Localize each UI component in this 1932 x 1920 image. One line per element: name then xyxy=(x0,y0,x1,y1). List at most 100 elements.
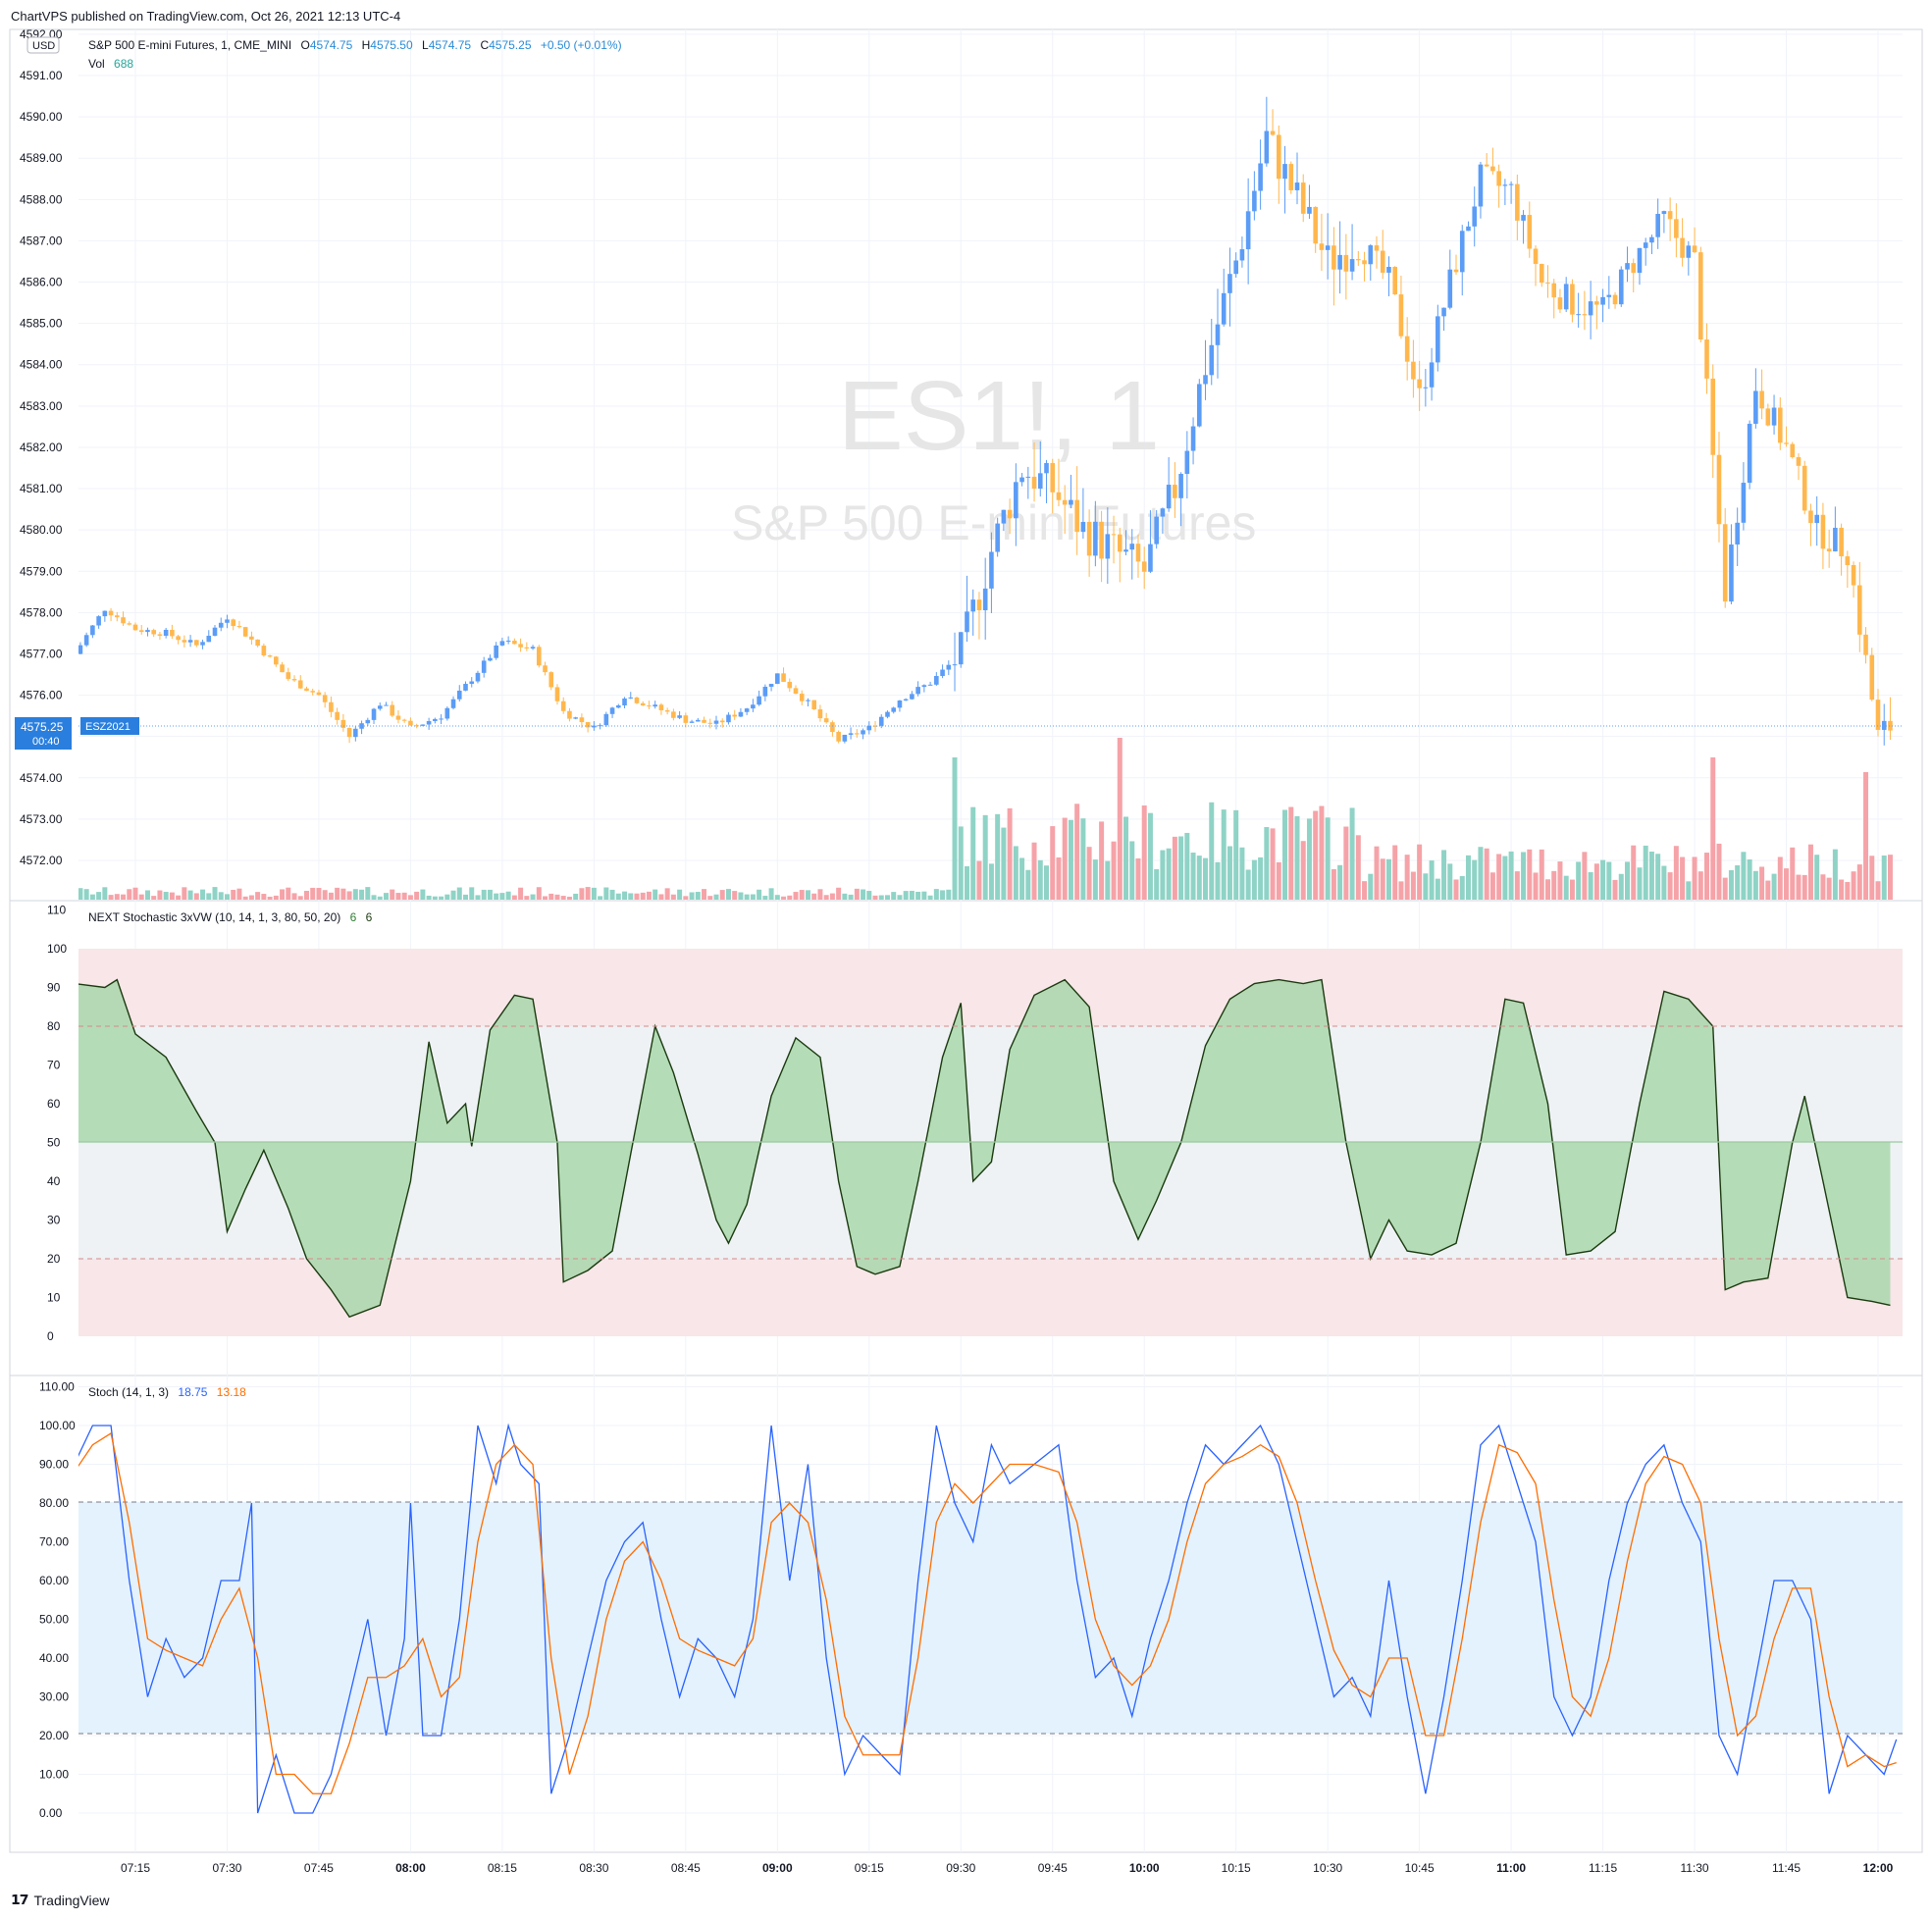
volume-bar xyxy=(530,894,536,900)
volume-bar xyxy=(1380,858,1385,900)
volume-bar xyxy=(1385,858,1391,900)
volume-bar xyxy=(573,893,579,900)
candle-body xyxy=(1148,544,1153,572)
volume-bar xyxy=(335,887,340,900)
volume-bar xyxy=(725,889,731,900)
candle-body xyxy=(236,626,242,628)
candle-body xyxy=(903,699,909,701)
candle-body xyxy=(878,716,884,726)
candle-body xyxy=(927,684,933,686)
stoch-tick-label: 60.00 xyxy=(39,1574,69,1587)
volume-bar xyxy=(1368,873,1374,900)
stoch-pane[interactable]: 0.00 10.00 20.00 30.00 40.00 50.00 60.00 70.00 8… xyxy=(39,1380,1903,1821)
volume-bar xyxy=(518,887,524,900)
volume-bar xyxy=(127,889,132,900)
volume-bar xyxy=(1752,870,1758,900)
volume-bar xyxy=(799,890,805,900)
candle-body xyxy=(1264,130,1270,164)
stoch-tick-label: 100.00 xyxy=(39,1419,76,1432)
time-tick-label: 08:00 xyxy=(395,1861,426,1875)
symbol-line[interactable]: S&P 500 E-mini Futures, 1, CME_MINI xyxy=(88,38,291,52)
price-pane[interactable]: ES1!, 1 S&P 500 E-mini Futures 4572.00 45… xyxy=(20,27,1903,900)
volume-bar xyxy=(774,895,780,900)
volume-bar xyxy=(884,895,890,900)
volume-bar xyxy=(1741,852,1747,900)
candle-body xyxy=(1037,473,1043,490)
candle-body xyxy=(255,639,260,647)
volume-bar xyxy=(603,887,609,900)
candle-body xyxy=(1080,521,1086,533)
volume-bar xyxy=(1777,856,1783,900)
volume-bar xyxy=(543,896,548,900)
candle-body xyxy=(1784,442,1789,444)
stoch-tick-label: 80.00 xyxy=(39,1496,69,1510)
volume-bar xyxy=(1881,856,1887,900)
volume-bar xyxy=(762,896,768,900)
stoch-title[interactable]: Stoch (14, 1, 3) xyxy=(88,1385,169,1399)
candle-body xyxy=(751,704,756,709)
stoch-d-value: 13.18 xyxy=(217,1385,246,1399)
price-tick-label: 4573.00 xyxy=(20,812,63,826)
candle-body xyxy=(1245,211,1251,250)
volume-bar xyxy=(78,888,83,900)
candle-body xyxy=(231,619,236,627)
candle-body xyxy=(1166,485,1172,509)
candle-body xyxy=(1258,163,1263,191)
volume-bar xyxy=(316,888,322,900)
candle-body xyxy=(390,704,395,716)
volume-bar xyxy=(1661,865,1667,900)
candle-body xyxy=(194,640,199,646)
candle-body xyxy=(1362,260,1367,265)
candle-body xyxy=(762,686,768,697)
volume-bar xyxy=(1141,804,1147,900)
volume-bar xyxy=(1796,874,1801,900)
volume-bar xyxy=(138,894,144,900)
candle-body xyxy=(1661,211,1667,215)
volume-bar xyxy=(1221,809,1227,900)
last-price-tag[interactable]: 4575.25 00:40 xyxy=(15,717,72,750)
candle-body xyxy=(1741,483,1747,523)
volume-bar xyxy=(1472,859,1478,900)
volume-bar xyxy=(182,887,187,900)
candle-body xyxy=(1277,134,1281,180)
nsto-pane[interactable]: 0 10 20 30 40 50 60 70 80 90 100 110 xyxy=(47,904,1903,1344)
candle-body xyxy=(1875,700,1881,730)
footer-brand[interactable]: 𝟭𝟳 TradingView xyxy=(11,1892,110,1908)
volume-bar xyxy=(1313,810,1319,900)
volume-bar xyxy=(988,863,994,900)
candle-body xyxy=(530,647,536,649)
volume-bar xyxy=(982,814,988,900)
candle-body xyxy=(456,690,462,700)
volume-bar xyxy=(1618,873,1624,900)
contract-tag[interactable]: ESZ2021 xyxy=(80,717,139,735)
volume-bar xyxy=(946,889,952,900)
candle-body xyxy=(1007,509,1013,519)
volume-bar xyxy=(842,893,848,900)
candle-body xyxy=(1014,482,1018,519)
candle-body xyxy=(102,610,108,617)
volume-bar xyxy=(487,889,493,900)
stoch-axis[interactable]: 0.00 10.00 20.00 30.00 40.00 50.00 60.00 70.00 8… xyxy=(39,1380,76,1821)
candle-body xyxy=(671,711,676,718)
candle-body xyxy=(274,656,279,665)
currency-badge[interactable] xyxy=(26,36,60,54)
stoch-tick-label: 50.00 xyxy=(39,1613,69,1627)
candle-body xyxy=(1600,296,1605,305)
time-axis[interactable]: 07:15 07:30 07:45 08:00 08:15 08:30 08:45 09:00… xyxy=(121,1861,1894,1875)
price-tick-label: 4577.00 xyxy=(20,647,63,660)
nsto-title[interactable]: NEXT Stochastic 3xVW (10, 14, 1, 3, 80, … xyxy=(88,910,340,924)
stoch-k-value: 18.75 xyxy=(178,1385,207,1399)
volume-bar xyxy=(1037,859,1043,900)
svg-text:S&P 500 E-mini Futures, 1, CME: S&P 500 E-mini Futures, 1, CME_MINI O457… xyxy=(88,38,622,52)
volume-bar xyxy=(628,893,634,900)
volume-bar xyxy=(1551,870,1557,900)
nsto-axis[interactable]: 0 10 20 30 40 50 60 70 80 90 100 110 xyxy=(47,904,67,1344)
time-tick-label: 10:15 xyxy=(1222,1861,1251,1875)
candle-body xyxy=(1502,184,1508,186)
price-tick-label: 4574.00 xyxy=(20,771,63,785)
nsto-series xyxy=(78,978,1891,1319)
candle-body xyxy=(1294,182,1300,190)
candle-body xyxy=(371,708,377,720)
volume-bar xyxy=(286,887,291,900)
